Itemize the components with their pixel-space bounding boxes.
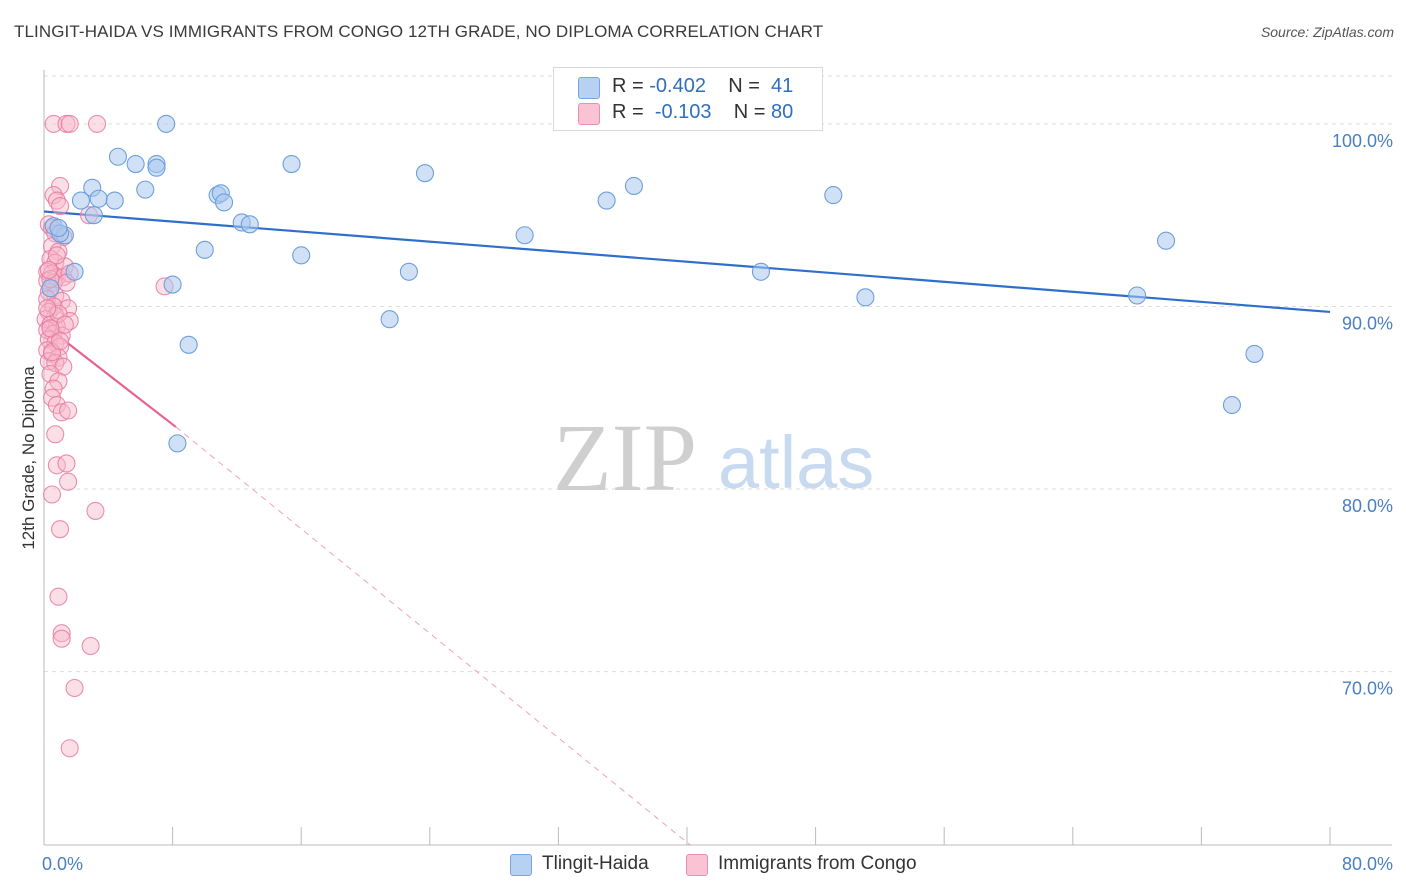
legend-text: R = -0.402 N = 41 (612, 75, 793, 98)
x-tick-label: 0.0% (42, 854, 83, 874)
legend-r-value: -0.402 (649, 75, 706, 97)
watermark-zip: ZIP (553, 404, 697, 511)
data-point-congo (52, 629, 71, 648)
data-point-congo (42, 485, 62, 504)
data-point-tlingit-haida (1128, 286, 1147, 305)
data-point-congo (41, 319, 60, 338)
data-point-congo (52, 403, 71, 422)
data-point-tlingit-haida (179, 335, 198, 354)
bottom-legend-label: Immigrants from Congo (718, 853, 917, 874)
bottom-legend-swatch-blue (510, 854, 532, 876)
data-point-tlingit-haida (84, 206, 103, 225)
data-point-congo (81, 636, 100, 656)
trend-line-tlingit-haida (43, 210, 1331, 314)
data-point-tlingit-haida (71, 191, 91, 210)
data-point-tlingit-haida (136, 180, 155, 199)
data-point-tlingit-haida (292, 246, 311, 265)
data-point-tlingit-haida (105, 191, 124, 210)
legend-r-label: R = (612, 101, 644, 123)
data-point-tlingit-haida (168, 434, 187, 453)
data-point-tlingit-haida (415, 164, 435, 183)
correlation-legend: R = -0.402 N = 41 R = -0.103 N = 80 (553, 67, 823, 131)
data-point-congo (49, 587, 68, 606)
legend-r-value: -0.103 (654, 101, 712, 123)
trend-line-congo (43, 323, 177, 428)
legend-swatch-pink (578, 103, 600, 125)
bottom-legend-label: Tlingit-Haida (542, 853, 649, 874)
data-point-congo (51, 196, 70, 216)
legend-swatch-blue (578, 77, 600, 99)
data-point-congo (44, 186, 63, 205)
data-point-congo (39, 260, 58, 279)
y-axis-label: 12th Grade, No Diploma (19, 366, 38, 550)
y-tick-label: 100.0% (1332, 131, 1393, 151)
data-point-tlingit-haida (399, 262, 418, 281)
data-point-tlingit-haida (157, 114, 176, 133)
axes (43, 70, 1392, 846)
data-points (36, 114, 1264, 758)
data-point-tlingit-haida (515, 226, 534, 245)
legend-r-label: R = (612, 75, 644, 97)
data-point-congo (60, 114, 79, 133)
data-point-tlingit-haida (856, 288, 875, 307)
legend-n-label: N = (728, 75, 760, 97)
data-point-tlingit-haida (380, 310, 399, 329)
data-point-tlingit-haida (240, 215, 259, 234)
gridlines (44, 75, 1392, 673)
trend-line-congo-extension (175, 426, 691, 846)
data-point-congo (60, 739, 79, 758)
data-point-tlingit-haida (49, 218, 68, 238)
data-point-congo (47, 246, 66, 265)
data-point-congo (55, 315, 74, 334)
data-point-congo (44, 114, 63, 133)
data-point-congo (49, 304, 68, 323)
data-point-tlingit-haida (65, 262, 84, 281)
data-point-congo (38, 299, 57, 318)
legend-n-value: 41 (771, 75, 794, 97)
data-point-tlingit-haida (751, 262, 770, 281)
y-tick-label: 80.0% (1342, 496, 1393, 516)
watermark-atlas: atlas (718, 421, 874, 504)
data-point-tlingit-haida (108, 147, 127, 166)
data-point-tlingit-haida (41, 279, 60, 298)
legend-n-value: 80 (771, 101, 794, 123)
data-point-tlingit-haida (195, 240, 214, 259)
data-point-congo (51, 332, 70, 351)
data-point-tlingit-haida (163, 275, 182, 294)
data-point-tlingit-haida (1245, 344, 1264, 363)
data-point-tlingit-haida (126, 155, 145, 174)
source-credit: Source: ZipAtlas.com (1260, 24, 1394, 40)
data-point-congo (57, 454, 76, 473)
data-point-tlingit-haida (89, 189, 108, 208)
data-point-congo (65, 678, 84, 698)
data-point-congo (47, 191, 66, 210)
legend-n-label: N = (733, 101, 766, 123)
trend-lines (43, 210, 1331, 846)
chart-title: TLINGIT-HAIDA VS IMMIGRANTS FROM CONGO 1… (14, 22, 824, 41)
data-point-tlingit-haida (214, 193, 234, 212)
watermark: ZIP atlas (553, 404, 874, 511)
data-point-congo (86, 501, 105, 520)
data-point-tlingit-haida (824, 186, 843, 205)
data-point-tlingit-haida (1156, 231, 1176, 250)
data-point-congo (52, 624, 71, 643)
data-point-congo (59, 401, 78, 420)
data-point-congo (51, 176, 70, 196)
data-point-tlingit-haida (1222, 395, 1241, 415)
data-point-tlingit-haida (624, 176, 644, 196)
bottom-legend-swatch-pink (686, 854, 708, 876)
legend-text: R = -0.103 N = 80 (612, 101, 793, 124)
data-point-tlingit-haida (597, 191, 616, 210)
x-tick-label: 80.0% (1342, 854, 1393, 874)
data-point-tlingit-haida (147, 158, 166, 177)
data-point-tlingit-haida (282, 155, 301, 174)
tick-labels: 100.0% 90.0% 80.0% 70.0% 0.0% 80.0% (42, 131, 1393, 874)
y-tick-label: 70.0% (1342, 679, 1393, 699)
data-point-congo (59, 472, 78, 491)
data-point-congo (87, 114, 107, 133)
data-point-congo (51, 520, 70, 539)
y-tick-label: 90.0% (1342, 313, 1393, 333)
data-point-congo (46, 425, 65, 444)
